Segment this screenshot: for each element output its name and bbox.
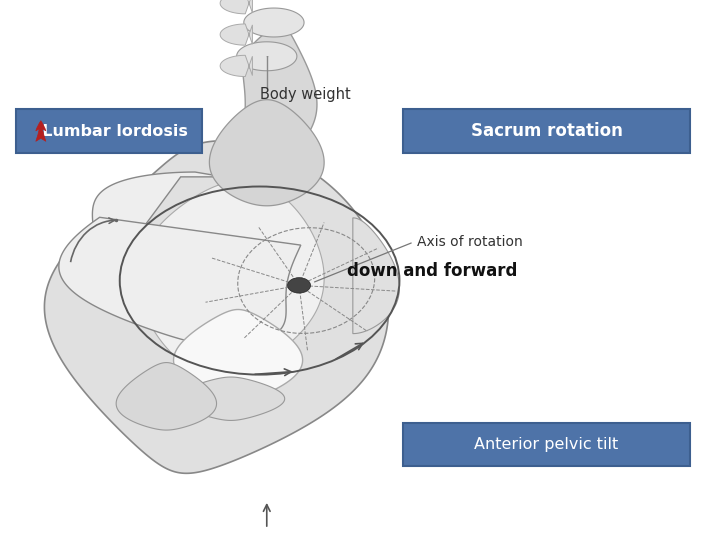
Polygon shape: [220, 24, 253, 45]
Polygon shape: [243, 25, 317, 184]
Polygon shape: [220, 55, 253, 77]
Polygon shape: [244, 8, 304, 37]
Text: Anterior pelvic tilt: Anterior pelvic tilt: [474, 437, 618, 452]
Polygon shape: [220, 0, 253, 14]
Polygon shape: [177, 377, 284, 421]
Text: Lumbar lordosis: Lumbar lordosis: [30, 124, 187, 139]
Circle shape: [287, 278, 310, 293]
Text: Axis of rotation: Axis of rotation: [418, 235, 523, 249]
Polygon shape: [45, 141, 389, 474]
Polygon shape: [174, 309, 302, 401]
Polygon shape: [59, 217, 301, 346]
FancyBboxPatch shape: [403, 423, 690, 466]
Polygon shape: [210, 100, 324, 206]
FancyBboxPatch shape: [16, 109, 202, 153]
Polygon shape: [138, 181, 324, 376]
Polygon shape: [116, 362, 217, 430]
Text: down and forward: down and forward: [346, 262, 517, 280]
Text: Body weight: Body weight: [260, 87, 351, 103]
Polygon shape: [92, 172, 224, 295]
Polygon shape: [237, 42, 297, 71]
FancyBboxPatch shape: [403, 109, 690, 153]
Text: Sacrum rotation: Sacrum rotation: [471, 122, 622, 140]
Polygon shape: [353, 218, 400, 334]
